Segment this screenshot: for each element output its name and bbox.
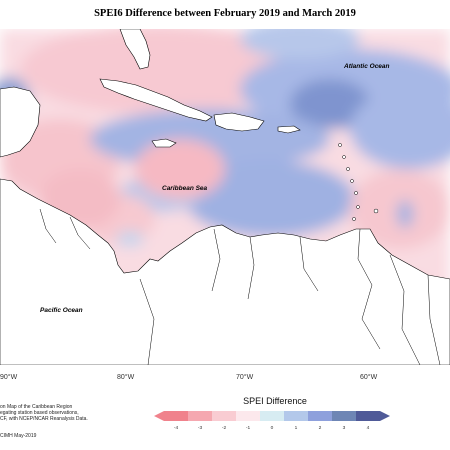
lesser-antilles [338, 143, 379, 221]
legend-swatch [356, 411, 380, 421]
map-title: SPEI6 Difference between February 2019 a… [94, 8, 356, 19]
longitude-label-90w: 90°W [0, 374, 18, 381]
label-atlantic-ocean: Atlantic Ocean [343, 63, 390, 70]
longitude-label-70w: 70°W [236, 374, 254, 381]
label-pacific-ocean: Pacific Ocean [40, 307, 83, 314]
legend-tick-label: -4 [174, 425, 179, 431]
land-mass [0, 178, 450, 365]
credit-text: CIMH May-2019 [0, 433, 37, 439]
legend-tick-label: 3 [343, 425, 346, 431]
florida [119, 29, 151, 70]
color-legend: -4 -3 -2 -1 0 1 2 3 4 [154, 411, 390, 431]
jamaica [151, 138, 177, 148]
note-line: CF, with NCEP/NCAR Reanalysis Data. [0, 416, 88, 423]
yucatan [0, 86, 41, 158]
legend-swatch [164, 411, 188, 421]
legend-tick-label: -2 [222, 425, 227, 431]
map-panel: Atlantic Ocean Caribbean Sea Pacific Oce… [0, 29, 450, 365]
legend-swatch [212, 411, 236, 421]
legend-tick-label: 0 [271, 425, 274, 431]
country-borders [39, 208, 441, 365]
note-line: egating station based observations, [0, 410, 79, 417]
label-caribbean-sea: Caribbean Sea [162, 185, 208, 192]
cuba [99, 78, 213, 122]
legend-tick-label: -1 [246, 425, 251, 431]
legend-swatch [236, 411, 260, 421]
legend-title: SPEI Difference [243, 396, 307, 406]
legend-swatch [188, 411, 212, 421]
map-note: on Map of the Caribbean Region egating s… [0, 404, 120, 423]
legend-swatch [284, 411, 308, 421]
legend-tick-label: 1 [295, 425, 298, 431]
legend-tick-label: 4 [367, 425, 370, 431]
note-line: on Map of the Caribbean Region [0, 404, 73, 410]
legend-swatch [308, 411, 332, 421]
longitude-label-80w: 80°W [117, 374, 135, 381]
legend-swatch [260, 411, 284, 421]
legend-tick-label: -3 [198, 425, 203, 431]
legend-swatch [332, 411, 356, 421]
puerto-rico [277, 125, 301, 134]
longitude-label-60w: 60°W [360, 374, 378, 381]
legend-tick-label: 2 [319, 425, 322, 431]
legend-arrow-right [380, 411, 390, 421]
legend-arrow-left [154, 411, 164, 421]
hispaniola [213, 112, 265, 132]
